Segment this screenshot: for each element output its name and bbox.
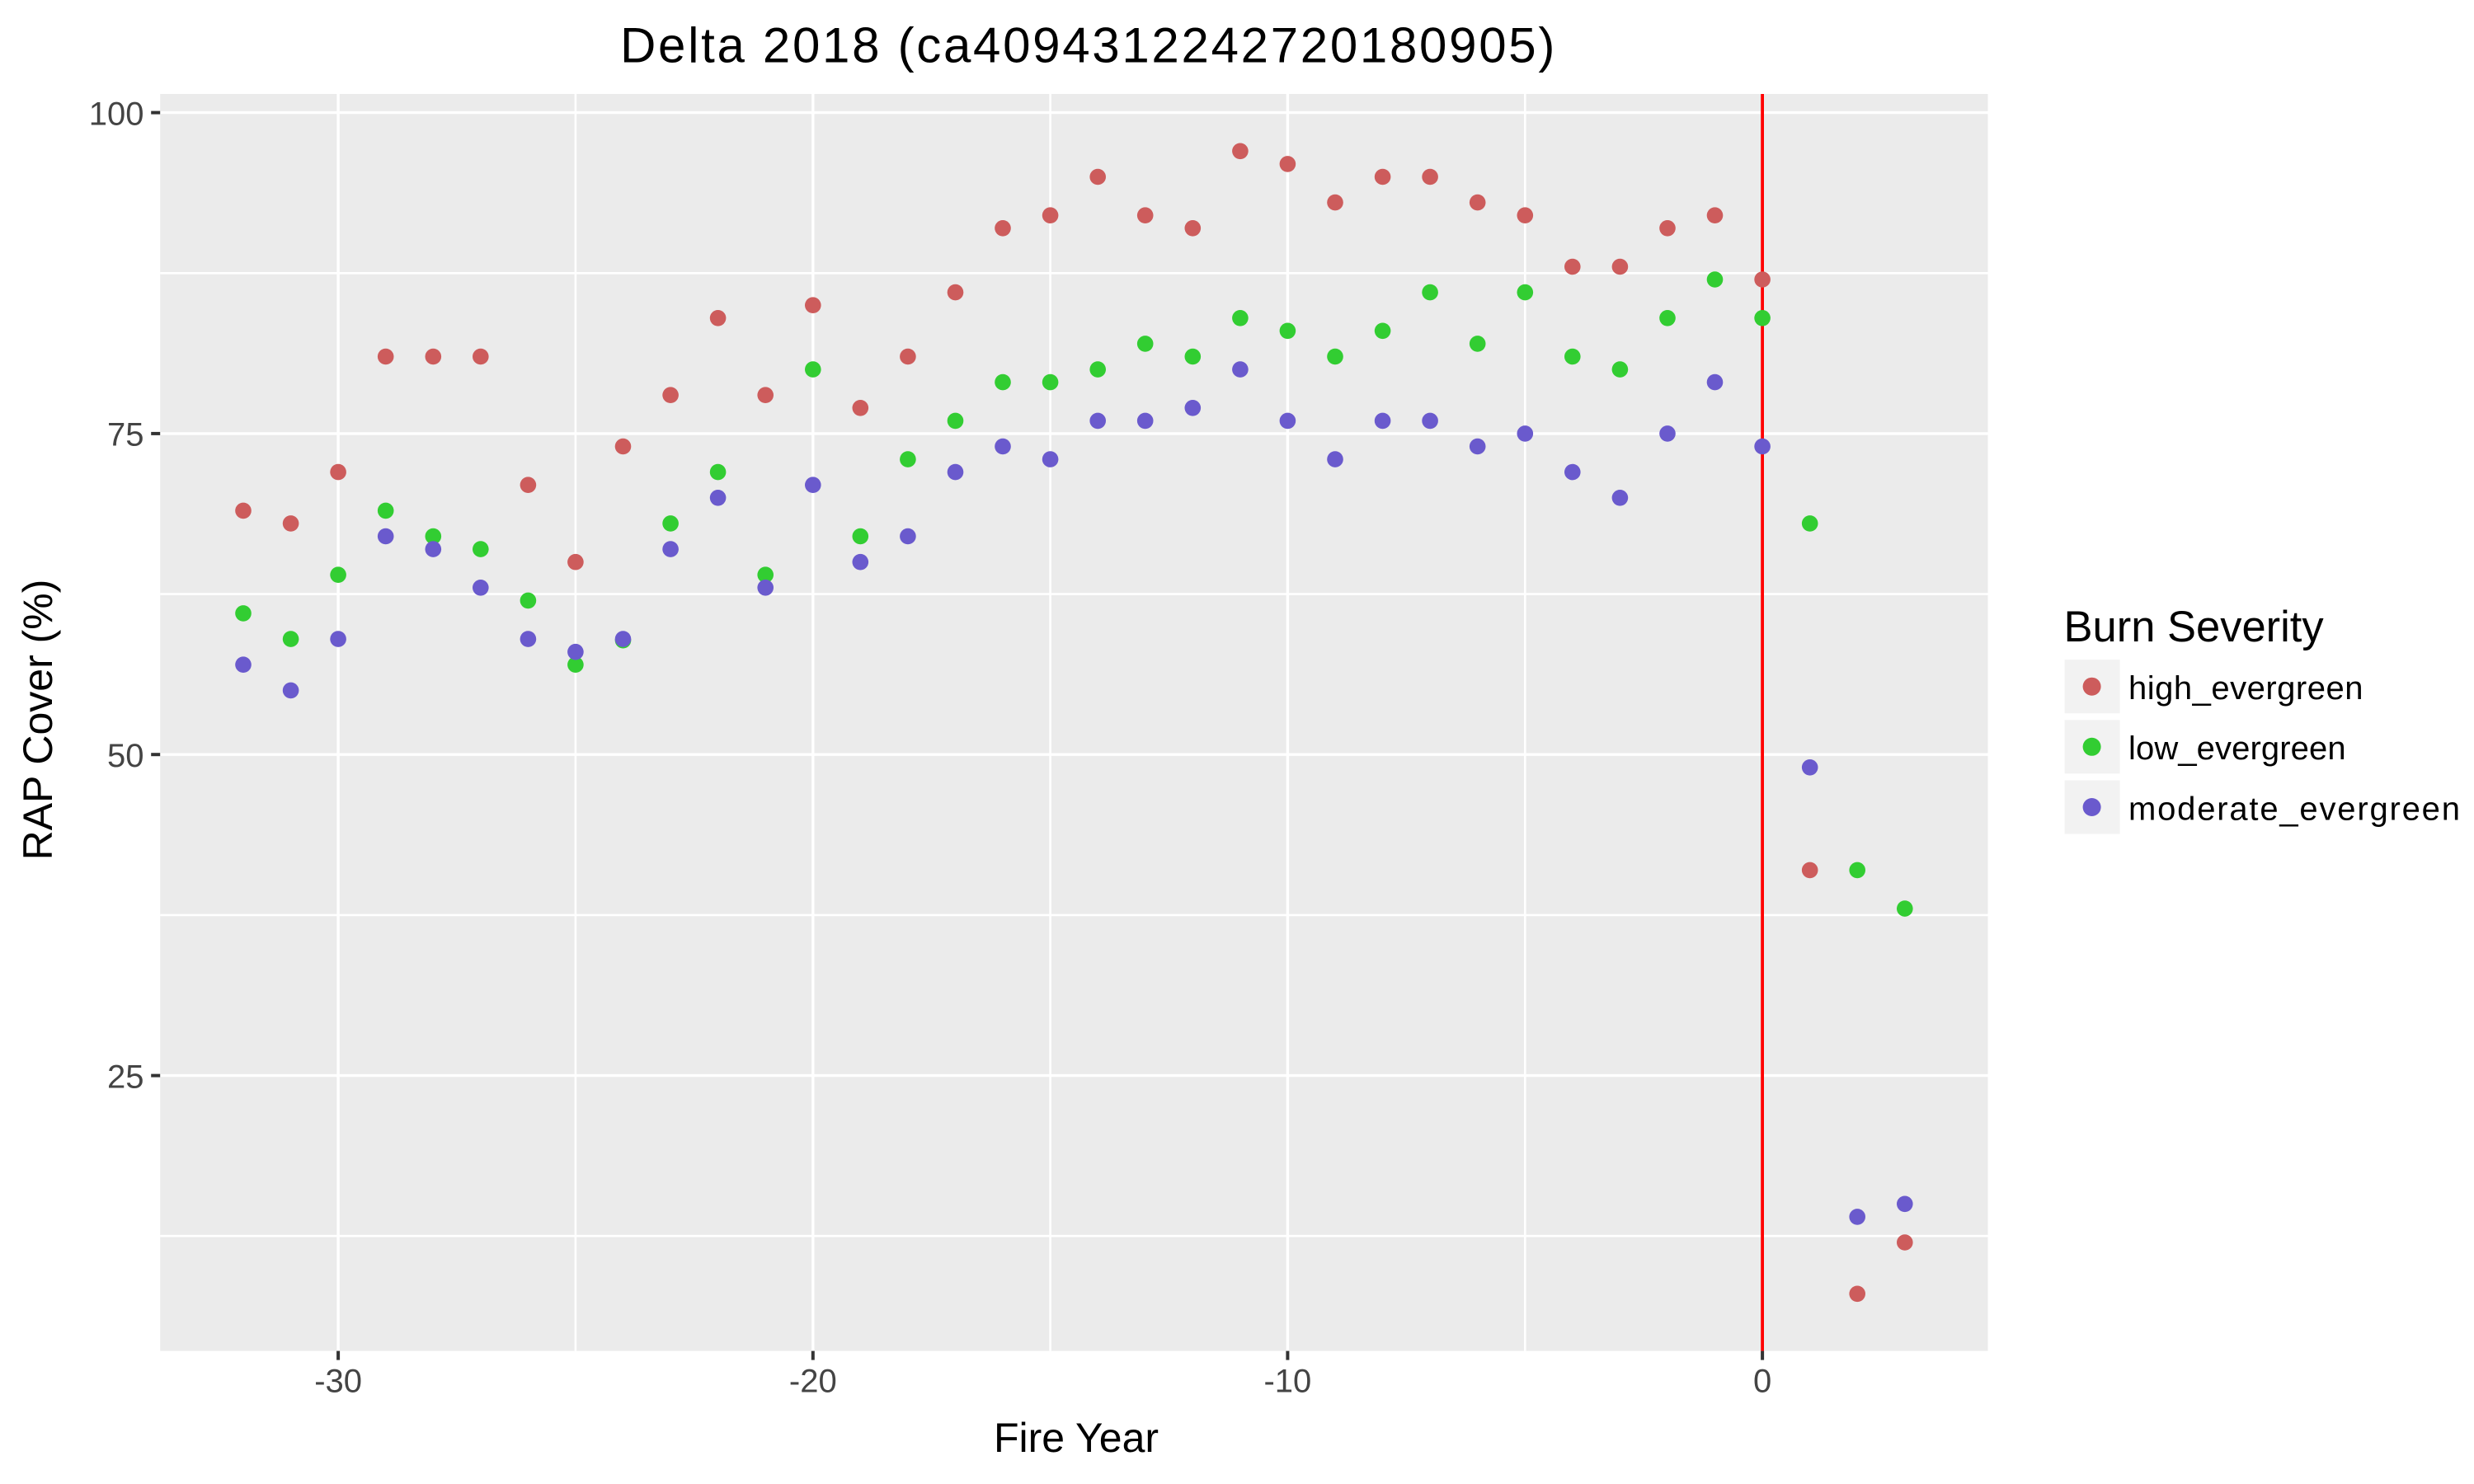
svg-text:50: 50: [107, 738, 144, 774]
svg-text:Delta 2018 (ca4094312242720180: Delta 2018 (ca4094312242720180905): [620, 18, 1557, 73]
svg-text:-20: -20: [789, 1364, 837, 1400]
svg-text:Fire Year: Fire Year: [994, 1415, 1159, 1461]
svg-text:moderate_evergreen: moderate_evergreen: [2128, 791, 2462, 827]
svg-text:low_evergreen: low_evergreen: [2128, 730, 2346, 767]
svg-text:high_evergreen: high_evergreen: [2128, 670, 2363, 707]
svg-text:75: 75: [107, 417, 144, 453]
svg-text:-30: -30: [314, 1364, 362, 1400]
svg-text:25: 25: [107, 1059, 144, 1095]
svg-text:0: 0: [1753, 1364, 1771, 1400]
svg-text:-10: -10: [1263, 1364, 1311, 1400]
svg-text:RAP Cover (%): RAP Cover (%): [15, 580, 61, 861]
svg-text:100: 100: [89, 96, 144, 132]
svg-text:Burn Severity: Burn Severity: [2064, 603, 2325, 651]
